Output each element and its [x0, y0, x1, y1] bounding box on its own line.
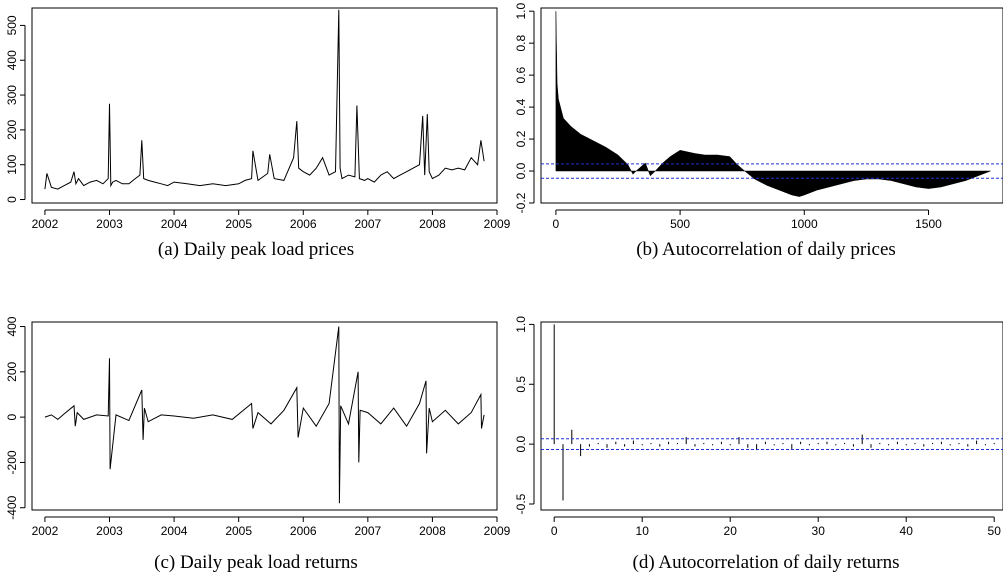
x-tick-label: 2003	[96, 217, 123, 231]
y-tick-label: 200	[5, 120, 19, 140]
x-tick-label: 2008	[419, 217, 446, 231]
y-tick-label: 0	[5, 413, 19, 420]
panel-c-daily-returns: 2002 2003 2004 2005 2006 2007 2008 2009 -400 -200…	[5, 316, 511, 538]
caption-a: (a) Daily peak load prices	[158, 239, 354, 260]
x-tick-label: 2002	[32, 524, 59, 538]
price-series-line	[44, 326, 485, 504]
plot-frame	[31, 321, 498, 511]
x-tick-label: 0	[553, 217, 560, 231]
plot-frame	[31, 7, 498, 204]
acf-spikes-area	[555, 11, 991, 197]
x-tick-label: 2006	[290, 217, 317, 231]
x-tick-label: 500	[670, 217, 690, 231]
x-tick-label: 2004	[161, 524, 188, 538]
caption-d: (d) Autocorrelation of daily returns	[633, 552, 900, 573]
y-tick-label: 100	[5, 154, 19, 174]
y-tick-label: 400	[5, 316, 19, 336]
panel-b-price-autocorrelation: 0 500 1000 1500 -0.2 0.0 0.2 0.4 0.6 0.8 1.0	[514, 3, 1003, 231]
y-tick-label: 0.0	[514, 162, 528, 179]
x-tick-label: 2007	[354, 524, 381, 538]
panel-d-return-autocorrelation: 0 10 20 30 40 50 -0.5 0.0 0.5 1.0	[514, 316, 1003, 538]
plot-frame	[540, 7, 1003, 204]
y-tick-label: 0	[5, 196, 19, 203]
x-tick-label: 20	[724, 524, 738, 538]
y-tick-label: 400	[5, 50, 19, 70]
x-tick-label: 40	[900, 524, 914, 538]
price-series-line	[44, 9, 485, 190]
x-tick-label: 30	[812, 524, 826, 538]
caption-c: (c) Daily peak load returns	[154, 552, 358, 573]
x-tick-label: 2009	[484, 217, 511, 231]
panel-a-daily-prices: 2002 2003 2004 2005 2006 2007 2008 2009 0 100 200 3…	[5, 7, 511, 231]
y-tick-label: 1.0	[514, 3, 528, 20]
y-tick-label: 0.4	[514, 98, 528, 115]
y-tick-label: 0.5	[514, 376, 528, 393]
x-tick-label: 2009	[484, 524, 511, 538]
x-tick-label: 2006	[290, 524, 317, 538]
x-tick-label: 1000	[791, 217, 818, 231]
x-tick-label: 2007	[354, 217, 381, 231]
x-tick-label: 2004	[161, 217, 188, 231]
y-tick-label: 1.0	[514, 316, 528, 333]
x-tick-label: 2008	[419, 524, 446, 538]
y-tick-label: -200	[5, 450, 19, 474]
y-tick-label: 0.0	[514, 435, 528, 452]
y-tick-label: 0.6	[514, 66, 528, 83]
caption-b: (b) Autocorrelation of daily prices	[636, 239, 896, 260]
x-tick-label: 1500	[915, 217, 942, 231]
y-tick-label: -0.5	[514, 493, 528, 514]
x-tick-label: 2005	[225, 524, 252, 538]
y-tick-label: 0.8	[514, 34, 528, 51]
x-tick-label: 2005	[225, 217, 252, 231]
x-tick-label: 0	[551, 524, 558, 538]
x-tick-label: 50	[988, 524, 1002, 538]
y-tick-label: -400	[5, 495, 19, 519]
x-tick-label: 10	[636, 524, 650, 538]
x-tick-label: 2002	[32, 217, 59, 231]
y-tick-label: 200	[5, 361, 19, 381]
y-tick-label: 300	[5, 85, 19, 105]
y-tick-label: 0.2	[514, 130, 528, 147]
plot-frame	[540, 321, 1003, 511]
x-tick-label: 2003	[96, 524, 123, 538]
y-tick-label: 500	[5, 15, 19, 35]
y-tick-label: -0.2	[514, 192, 528, 213]
